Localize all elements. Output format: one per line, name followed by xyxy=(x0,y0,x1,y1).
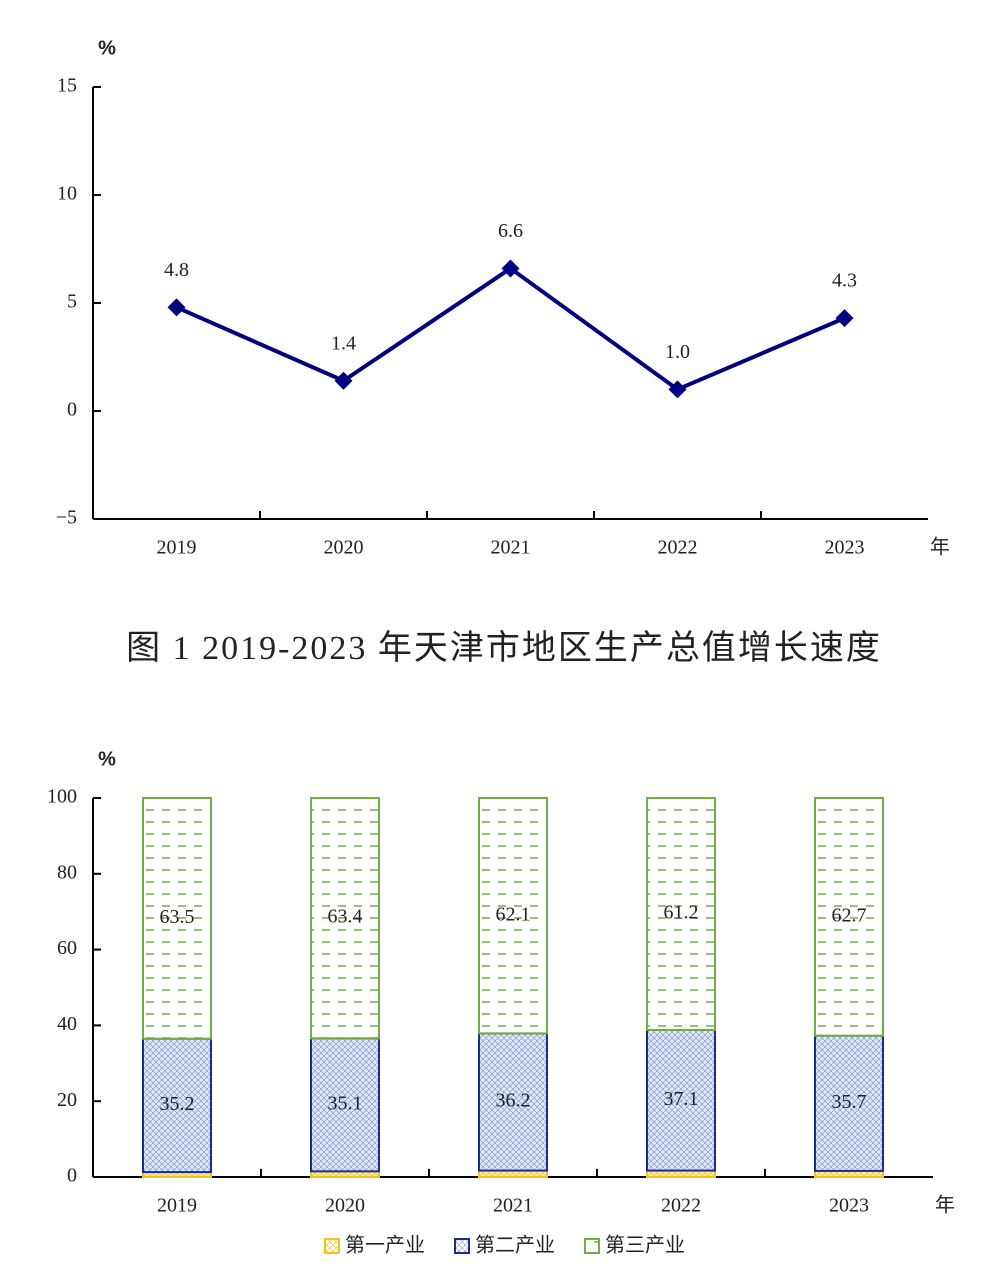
y-tick-label: 80 xyxy=(57,861,77,883)
value-label: 63.4 xyxy=(328,906,363,928)
value-label: 35.7 xyxy=(832,1091,867,1113)
chart-title: 图 1 2019-2023 年天津市地区生产总值增长速度 xyxy=(126,629,882,667)
value-label: 62.7 xyxy=(832,904,867,926)
value-label: 61.2 xyxy=(664,902,699,924)
marker xyxy=(167,298,186,317)
legend-label: 第二产业 xyxy=(475,1234,555,1257)
y-tick-label: 5 xyxy=(67,291,77,313)
y-tick-label: 100 xyxy=(47,786,77,808)
value-label: 4.8 xyxy=(164,259,189,281)
value-label: 1.4 xyxy=(331,332,356,354)
value-label: 35.2 xyxy=(160,1093,195,1115)
marker xyxy=(334,371,353,390)
x-tick-label: 2022 xyxy=(658,537,698,559)
x-tick-label: 2020 xyxy=(324,537,364,559)
value-label: 1.0 xyxy=(665,341,690,363)
line xyxy=(175,266,846,392)
value-label: 35.1 xyxy=(328,1092,363,1114)
value-label: 4.3 xyxy=(832,270,857,292)
value-label: 62.1 xyxy=(496,903,531,925)
marker xyxy=(668,380,687,399)
x-tick-label: 2021 xyxy=(491,537,531,559)
y-tick-label: 40 xyxy=(57,1013,77,1035)
y-tick-label: 0 xyxy=(67,1165,77,1187)
x-unit: 年 xyxy=(930,536,950,559)
legend-swatch xyxy=(324,1238,340,1254)
value-label: 63.5 xyxy=(160,906,195,928)
value-label: 6.6 xyxy=(498,220,523,242)
legend-swatch xyxy=(454,1238,470,1254)
x-tick-label: 2023 xyxy=(829,1195,869,1217)
x-tick-label: 2023 xyxy=(825,537,865,559)
legend-label: 第三产业 xyxy=(605,1234,685,1257)
y-unit: % xyxy=(98,37,116,59)
y-unit: % xyxy=(98,748,116,770)
marker xyxy=(501,259,520,278)
value-label: 36.2 xyxy=(496,1090,531,1112)
legend-label: 第一产业 xyxy=(345,1234,425,1257)
y-tick-label: 10 xyxy=(57,183,77,205)
y-tick-label: 0 xyxy=(67,399,77,421)
legend-swatch xyxy=(584,1238,600,1254)
marker xyxy=(835,309,854,328)
x-unit: 年 xyxy=(935,1194,955,1217)
x-tick-label: 2019 xyxy=(157,1195,197,1217)
y-tick-label: 60 xyxy=(57,937,77,959)
y-tick-label: 15 xyxy=(57,75,77,97)
y-tick-label: 20 xyxy=(57,1089,77,1111)
x-tick-label: 2022 xyxy=(661,1195,701,1217)
x-tick-label: 2021 xyxy=(493,1195,533,1217)
x-tick-label: 2020 xyxy=(325,1195,365,1217)
value-label: 37.1 xyxy=(664,1088,699,1110)
y-tick-label: −5 xyxy=(56,507,77,529)
x-tick-label: 2019 xyxy=(157,537,197,559)
